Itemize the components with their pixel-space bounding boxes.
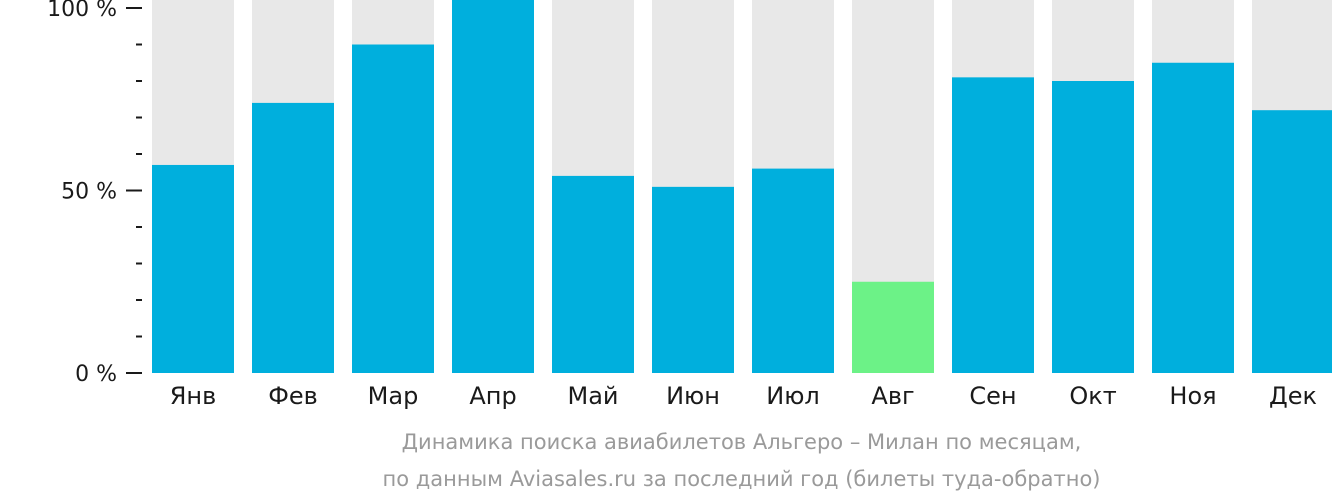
x-tick-label: Окт xyxy=(1069,382,1116,410)
y-tick-label: 0 % xyxy=(75,362,117,387)
chart-caption-line-2: по данным Aviasales.ru за последний год … xyxy=(382,467,1101,491)
x-tick-label: Янв xyxy=(170,382,217,410)
x-tick-label: Авг xyxy=(871,382,914,410)
bar-2 xyxy=(252,102,334,374)
bar-1 xyxy=(152,164,234,373)
bar-11 xyxy=(1152,62,1234,373)
x-tick-label: Апр xyxy=(469,382,516,410)
x-tick-label: Мар xyxy=(368,382,419,410)
bar-7 xyxy=(752,168,834,373)
x-tick-label: Июл xyxy=(766,382,820,410)
y-tick-label: 100 % xyxy=(47,0,117,22)
x-tick-label: Ноя xyxy=(1169,382,1216,410)
bar-6 xyxy=(652,186,734,373)
x-tick-label: Май xyxy=(567,382,618,410)
bar-5 xyxy=(552,175,634,373)
bar-8 xyxy=(852,281,934,373)
x-tick-label: Сен xyxy=(969,382,1016,410)
x-tick-label: Июн xyxy=(666,382,720,410)
bar-9 xyxy=(952,77,1034,373)
x-tick-label: Фев xyxy=(268,382,318,410)
y-tick-label: 50 % xyxy=(61,180,117,205)
bar-12 xyxy=(1252,110,1332,373)
chart-caption-line-1: Динамика поиска авиабилетов Альгеро – Ми… xyxy=(401,430,1082,454)
x-tick-label: Дек xyxy=(1269,382,1317,410)
bar-3 xyxy=(352,44,434,373)
bar-4 xyxy=(452,0,534,373)
bar-10 xyxy=(1052,81,1134,373)
